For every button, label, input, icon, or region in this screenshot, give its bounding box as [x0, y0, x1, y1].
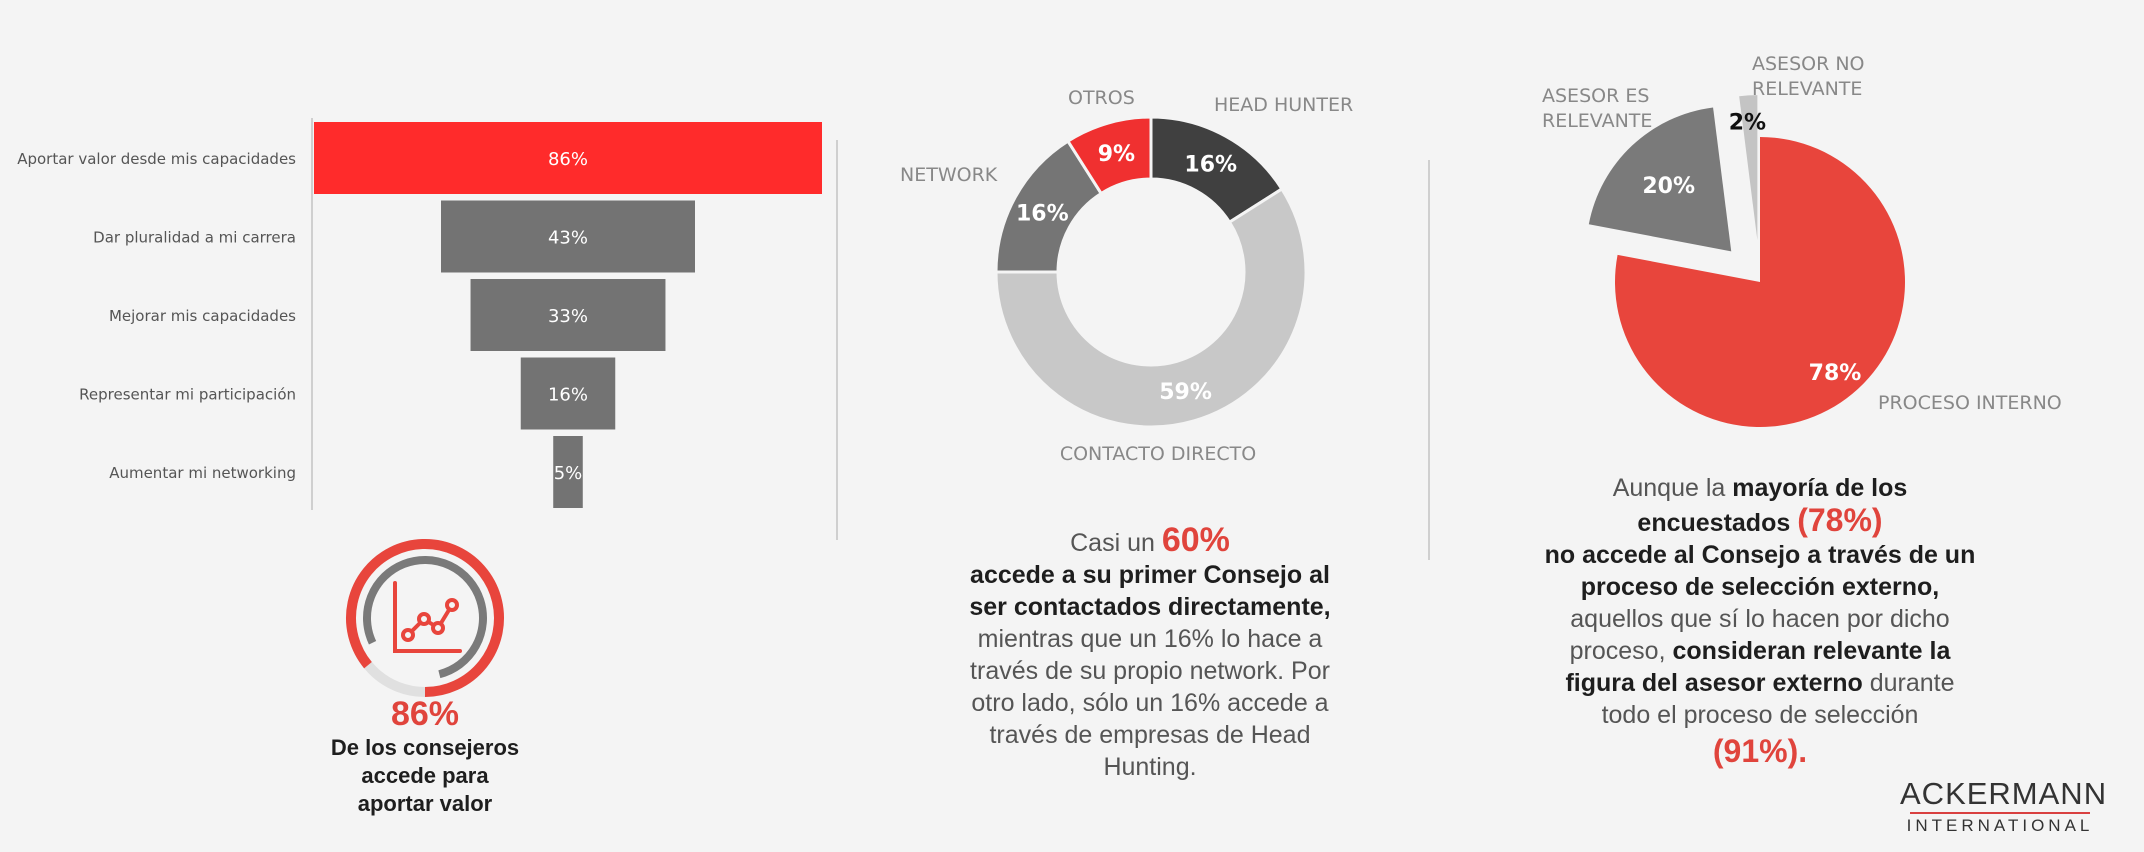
- right-caption-l7-normal: durante: [1862, 669, 1955, 697]
- middle-caption: Casi un 60% accede a su primer Consejo a…: [900, 521, 1400, 783]
- right-caption-l2-red: (78%): [1797, 502, 1883, 538]
- pie-label-asesor-relevante-line2: RELEVANTE: [1542, 110, 1652, 132]
- donut-slice-4: [1065, 115, 1153, 196]
- right-caption-l8: todo el proceso de selección: [1601, 701, 1919, 729]
- middle-caption-bold-2: ser contactados directamente,: [969, 593, 1331, 621]
- funnel-value-label-2: 43%: [548, 228, 588, 249]
- funnel-category-label-3: Mejorar mis capacidades: [109, 307, 296, 325]
- donut-value-label-2: 59%: [1159, 380, 1212, 405]
- pie-slice-3: [1739, 95, 1758, 241]
- donut-slice-2: [994, 186, 1308, 429]
- exploded-pie-chart: 78% 20% 2% PROCESO INTERNO ASESOR ES RELEV…: [1542, 53, 2062, 427]
- funnel-chart: 86% Aportar valor desde mis capacidades 43…: [17, 118, 822, 510]
- middle-caption-normal-5: Hunting.: [1103, 753, 1197, 781]
- funnel-value-label-3: 33%: [548, 306, 588, 327]
- ackermann-logo: ACKERMANN INTERNATIONAL: [1900, 776, 2108, 835]
- funnel-bar-2: [441, 200, 695, 273]
- middle-caption-normal-2: través de su propio network. Por: [970, 657, 1330, 685]
- gauge-caption: 86% De los consejeros accede para aporta…: [300, 694, 550, 818]
- funnel-category-label-5: Aumentar mi networking: [109, 464, 296, 482]
- right-caption-l9: (91%).: [1712, 733, 1808, 769]
- gauge-value: 86%: [390, 695, 460, 733]
- right-caption-l1-normal: Aunque la: [1612, 474, 1733, 502]
- gauge-text-line-1: De los consejeros: [330, 735, 520, 760]
- donut-label-otros: OTROS: [1068, 87, 1135, 109]
- funnel-category-label-2: Dar pluralidad a mi carrera: [93, 229, 296, 247]
- middle-caption-normal-1: mientras que un 16% lo hace a: [977, 625, 1323, 653]
- funnel-value-label-1: 86%: [548, 149, 588, 170]
- right-caption-l2-bold: encuestados: [1637, 509, 1798, 537]
- funnel-category-label-1: Aportar valor desde mis capacidades: [17, 150, 296, 168]
- gauge-text-line-2: accede para: [361, 763, 489, 788]
- right-caption-l6-normal: proceso,: [1569, 637, 1673, 665]
- gauge-86-percent: [346, 539, 504, 697]
- funnel-value-label-5: 5%: [554, 463, 583, 484]
- funnel-bar-4: [520, 357, 616, 430]
- brand-line-1: ACKERMANN: [1900, 776, 2108, 811]
- pie-slice-1: [1615, 137, 1905, 427]
- gauge-text-line-3: aportar valor: [357, 791, 493, 816]
- funnel-value-label-4: 16%: [548, 385, 588, 406]
- donut-label-contacto-directo: CONTACTO DIRECTO: [1060, 443, 1256, 465]
- middle-caption-lead: Casi un: [1070, 529, 1162, 557]
- right-caption-l6-bold: consideran relevante la: [1672, 637, 1951, 665]
- funnel-bar-3: [470, 279, 666, 351]
- right-caption-l3-bold: no accede al Consejo a través de un: [1544, 541, 1976, 569]
- pie-value-label-2: 20%: [1642, 174, 1695, 199]
- donut-label-network: NETWORK: [900, 164, 998, 186]
- right-caption-l1-bold: mayoría de los: [1732, 474, 1908, 502]
- right-caption-l4-bold: proceso de selección externo,: [1580, 573, 1940, 601]
- donut-value-label-4: 9%: [1098, 142, 1135, 167]
- funnel-bar-1: [314, 122, 822, 194]
- funnel-bar-5: [553, 436, 583, 508]
- brand-line-2: INTERNATIONAL: [1906, 816, 2094, 835]
- pie-value-label-1: 78%: [1809, 361, 1862, 386]
- pie-label-asesor-relevante-line1: ASESOR ES: [1542, 85, 1649, 107]
- middle-caption-bold-1: accede a su primer Consejo al: [970, 561, 1330, 589]
- donut-label-head-hunter: HEAD HUNTER: [1214, 94, 1353, 116]
- divider-right: [1428, 160, 1430, 560]
- right-caption-l5: aquellos que sí lo hacen por dicho: [1570, 605, 1950, 633]
- donut-value-label-1: 16%: [1184, 152, 1237, 177]
- donut-value-label-3: 16%: [1016, 201, 1069, 226]
- right-caption: Aunque la mayoría de los encuestados (78…: [1500, 472, 2020, 771]
- line-chart-icon: [393, 581, 462, 653]
- middle-caption-highlight: 60%: [1161, 521, 1230, 559]
- middle-caption-normal-4: través de empresas de Head: [989, 721, 1311, 749]
- middle-caption-normal-3: otro lado, sólo un 16% accede a: [971, 689, 1329, 717]
- pie-slice-2: [1588, 107, 1732, 252]
- donut-chart: 16% 59% 16% 9% HEAD HUNTER CONTACTO DIRECTO…: [900, 87, 1353, 465]
- pie-label-proceso-interno: PROCESO INTERNO: [1878, 392, 2062, 414]
- brand-divider: [1910, 812, 2090, 814]
- pie-value-label-3: 2%: [1729, 110, 1766, 135]
- funnel-category-label-4: Representar mi participación: [79, 386, 296, 404]
- pie-label-asesor-no-relevante-line1: ASESOR NO: [1752, 53, 1865, 75]
- right-caption-l7-bold: figura del asesor externo: [1565, 669, 1863, 697]
- divider-left: [836, 140, 838, 540]
- pie-label-asesor-no-relevante-line2: RELEVANTE: [1752, 78, 1862, 100]
